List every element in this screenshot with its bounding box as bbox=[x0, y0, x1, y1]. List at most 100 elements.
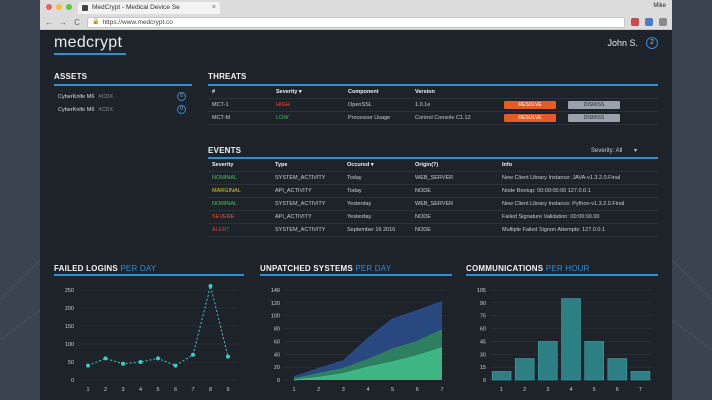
threat-component: OpenSSL bbox=[348, 102, 372, 108]
menu-icon[interactable] bbox=[659, 18, 667, 26]
y-tick-label: 40 bbox=[274, 352, 280, 358]
dismiss-button[interactable]: DISMISS bbox=[568, 114, 620, 122]
bar bbox=[491, 371, 512, 381]
data-point bbox=[226, 354, 230, 359]
event-severity: NOMINAL bbox=[212, 201, 238, 207]
y-tick-label: 120 bbox=[271, 301, 280, 307]
event-info: Failed Signature Validation: 00:00:00.00 bbox=[502, 214, 600, 220]
x-tick-label: 6 bbox=[174, 387, 177, 393]
browser-profile[interactable]: Mike bbox=[653, 3, 666, 9]
y-tick-label: 60 bbox=[480, 327, 486, 333]
maximize-window-button[interactable] bbox=[66, 4, 72, 10]
communications-title: COMMUNICATIONS PER HOUR bbox=[466, 264, 590, 273]
bar bbox=[607, 358, 628, 381]
browser-chrome: MedCrypt - Medical Device Se × Mike ← → … bbox=[40, 0, 672, 30]
unpatched-systems-title: UNPATCHED SYSTEMS PER DAY bbox=[260, 264, 391, 273]
x-tick-label: 3 bbox=[342, 387, 345, 393]
resolve-button[interactable]: RESOLVE bbox=[504, 114, 556, 122]
unpatched-systems-rule bbox=[260, 274, 452, 276]
dismiss-button[interactable]: DISMISS bbox=[568, 101, 620, 109]
event-type: SYSTEM_ACTIVITY bbox=[275, 201, 326, 207]
table-header: Severity Type Occured ▾ Origin(?) Info bbox=[208, 159, 658, 172]
data-point bbox=[138, 360, 143, 364]
failed-logins-rule bbox=[54, 274, 244, 276]
address-bar[interactable]: 🔒 https://www.medcrypt.co bbox=[87, 16, 625, 28]
resolve-button[interactable]: RESOLVE bbox=[504, 101, 556, 109]
y-tick-label: 140 bbox=[271, 288, 280, 294]
user-name[interactable]: John S. bbox=[607, 38, 638, 48]
events-rule bbox=[208, 157, 658, 159]
x-tick-label: 7 bbox=[440, 387, 443, 393]
table-row[interactable]: NOMINAL SYSTEM_ACTIVITY Yesterday WEB_SERVE… bbox=[208, 198, 658, 211]
data-point bbox=[208, 284, 213, 288]
event-occured: September 16 2016 bbox=[347, 227, 396, 233]
event-occured: Today bbox=[347, 175, 362, 181]
forward-icon[interactable]: → bbox=[59, 17, 67, 27]
y-tick-label: 150 bbox=[65, 324, 74, 330]
y-tick-label: 250 bbox=[65, 288, 74, 294]
event-occured: Today bbox=[347, 188, 362, 194]
minimize-window-button[interactable] bbox=[56, 4, 62, 10]
severity-filter[interactable]: Severity: All ▾ bbox=[591, 147, 637, 154]
communications-rule bbox=[466, 274, 658, 276]
close-window-button[interactable] bbox=[46, 4, 52, 10]
y-tick-label: 50 bbox=[68, 360, 74, 366]
asset-item[interactable]: CyberKnife M6 #CDX 0 bbox=[58, 103, 186, 116]
event-severity: NOMINAL bbox=[212, 175, 238, 181]
severity-filter-label: Severity: All bbox=[591, 148, 623, 154]
column-header: Info bbox=[502, 162, 513, 168]
table-row[interactable]: SEVERE API_ACTIVITY Yesterday NODE Failed Si… bbox=[208, 211, 658, 224]
event-origin: NODE bbox=[415, 227, 431, 233]
y-tick-label: 200 bbox=[65, 306, 74, 312]
column-header[interactable]: Severity ▾ bbox=[276, 89, 302, 95]
data-point bbox=[191, 352, 195, 357]
asset-badge[interactable]: 0 bbox=[177, 92, 186, 101]
notification-badge[interactable]: 2 bbox=[646, 37, 658, 49]
asset-tag: #CDX bbox=[98, 93, 114, 100]
asset-item[interactable]: CyberKnife M6 #CDX 0 bbox=[58, 90, 186, 103]
unpatched-systems-chart: 0 20 40 60 80 100 120 140 1 2 3 4 5 6 7 bbox=[271, 288, 446, 393]
bar bbox=[561, 298, 581, 381]
event-type: SYSTEM_ACTIVITY bbox=[275, 227, 326, 233]
favicon-icon bbox=[82, 5, 88, 11]
y-tick-label: 0 bbox=[483, 378, 486, 384]
tab-title: MedCrypt - Medical Device Se bbox=[92, 4, 180, 11]
extension-icon[interactable] bbox=[645, 18, 653, 26]
window-controls bbox=[46, 4, 72, 10]
data-point bbox=[121, 361, 125, 366]
back-icon[interactable]: ← bbox=[45, 17, 53, 27]
table-row[interactable]: ALERT SYSTEM_ACTIVITY September 16 2016 NOD… bbox=[208, 224, 658, 237]
threat-component: Processor Usage bbox=[348, 115, 391, 121]
threat-version: Control Console C1.12 bbox=[415, 115, 471, 121]
event-type: API_ACTIVITY bbox=[275, 214, 312, 220]
event-severity: SEVERE bbox=[212, 214, 235, 220]
table-row[interactable]: MARGINAL API_ACTIVITY Today NODE Node Bootup… bbox=[208, 185, 658, 198]
threats-table: # Severity ▾ Component Version MCT-1 HIG… bbox=[208, 86, 658, 126]
close-tab-icon[interactable]: × bbox=[211, 4, 216, 11]
table-header: # Severity ▾ Component Version bbox=[208, 86, 658, 99]
browser-tab[interactable]: MedCrypt - Medical Device Se × bbox=[78, 2, 220, 14]
bar bbox=[584, 341, 604, 381]
column-header: Component bbox=[348, 89, 379, 95]
table-row[interactable]: NOMINAL SYSTEM_ACTIVITY Today WEB_SERVER New… bbox=[208, 172, 658, 185]
asset-badge[interactable]: 0 bbox=[177, 105, 186, 114]
column-header[interactable]: Occured ▾ bbox=[347, 162, 374, 168]
chart-title-suffix: PER DAY bbox=[120, 264, 157, 273]
event-origin: WEB_SERVER bbox=[415, 201, 454, 207]
area-series-line bbox=[293, 301, 443, 378]
column-header: Type bbox=[275, 162, 288, 168]
threat-severity: HIGH bbox=[276, 102, 290, 108]
data-point bbox=[103, 356, 108, 361]
x-tick-label: 6 bbox=[416, 387, 419, 393]
browser-window: MedCrypt - Medical Device Se × Mike ← → … bbox=[40, 0, 672, 400]
x-tick-label: 9 bbox=[226, 387, 229, 393]
x-tick-label: 4 bbox=[139, 387, 142, 393]
logo[interactable]: medcrypt bbox=[54, 34, 123, 51]
reload-icon[interactable]: C bbox=[74, 17, 80, 27]
y-tick-label: 100 bbox=[65, 342, 74, 348]
table-row: MCT-M LOW Processor Usage Control Consol… bbox=[208, 112, 658, 125]
x-tick-label: 4 bbox=[366, 387, 369, 393]
bookmark-star-icon[interactable] bbox=[631, 18, 639, 26]
event-type: SYSTEM_ACTIVITY bbox=[275, 175, 326, 181]
